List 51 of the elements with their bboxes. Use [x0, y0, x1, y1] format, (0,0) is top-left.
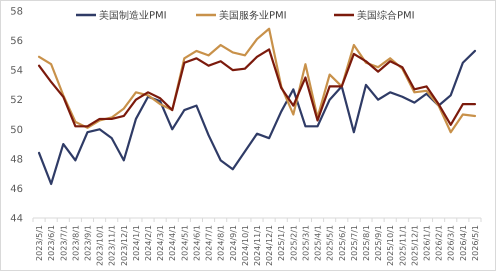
- x-tick-label: 2025/9/1: [374, 225, 384, 261]
- x-tick-label: 2026/2/1: [434, 225, 444, 261]
- x-tick-label: 2024/2/1: [144, 225, 154, 261]
- legend-label: 美国制造业PMI: [99, 10, 167, 22]
- x-tick-label: 2025/7/1: [350, 225, 359, 261]
- x-tick-label: 2025/3/1: [301, 225, 310, 261]
- x-tick-label: 2024/6/1: [192, 225, 202, 261]
- y-tick-label: 58: [10, 6, 23, 18]
- line-series: [38, 50, 476, 186]
- x-tick-label: 2025/11/1: [398, 225, 408, 266]
- x-tick-label: 2024/1/1: [132, 225, 141, 261]
- x-tick-label: 2023/11/1: [108, 225, 117, 266]
- x-tick-label: 2024/5/1: [180, 225, 190, 261]
- x-tick-label: 2026/4/1: [458, 225, 468, 261]
- legend-label: 美国服务业PMI: [219, 10, 287, 22]
- x-tick-label: 2024/9/1: [228, 225, 238, 261]
- x-tick-label: 2023/8/1: [71, 225, 80, 261]
- x-tick-label: 2024/10/1: [240, 225, 250, 266]
- y-tick-label: 46: [10, 184, 23, 195]
- x-tick-label: 2025/2/1: [289, 225, 298, 261]
- x-tick-label: 2024/12/1: [265, 225, 274, 266]
- y-tick-label: 50: [10, 124, 23, 136]
- legend-label: 美国综合PMI: [357, 10, 415, 22]
- x-tick-label: 2026/1/1: [422, 225, 432, 261]
- line-series: [38, 28, 476, 134]
- x-tick-label: 2025/4/1: [314, 225, 323, 261]
- y-tick-label: 44: [10, 214, 23, 224]
- x-tick-label: 2025/5/1: [326, 225, 335, 261]
- y-tick-label: 54: [10, 66, 23, 77]
- x-tick-label: 2024/7/1: [204, 225, 214, 261]
- x-tick-label: 2025/10/1: [386, 225, 396, 266]
- x-tick-label: 2025/8/1: [362, 225, 371, 261]
- x-tick-label: 2023/7/1: [59, 225, 68, 261]
- y-tick-label: 48: [10, 154, 23, 166]
- y-tick-label: 56: [10, 36, 23, 48]
- line-series: [38, 48, 476, 128]
- x-tick-label: 2023/10/1: [96, 225, 105, 266]
- y-tick-label: 52: [10, 95, 23, 106]
- x-tick-label: 2023/5/1: [35, 225, 44, 261]
- x-tick-label: 2026/5/1: [470, 225, 480, 261]
- x-tick-label: 2023/9/1: [83, 225, 92, 261]
- x-tick-label: 2024/8/1: [216, 225, 226, 261]
- x-tick-label: 2026/3/1: [446, 225, 456, 261]
- x-tick-label: 2025/12/1: [410, 225, 420, 266]
- x-tick-label: 2025/6/1: [338, 225, 347, 261]
- x-tick-label: 2025/1/1: [277, 225, 286, 261]
- x-tick-label: 2023/6/1: [47, 225, 56, 261]
- x-tick-label: 2023/12/1: [120, 225, 129, 266]
- x-tick-label: 2024/3/1: [156, 225, 166, 261]
- x-tick-label: 2024/4/1: [168, 225, 178, 261]
- x-tick-label: 2024/11/1: [253, 225, 262, 266]
